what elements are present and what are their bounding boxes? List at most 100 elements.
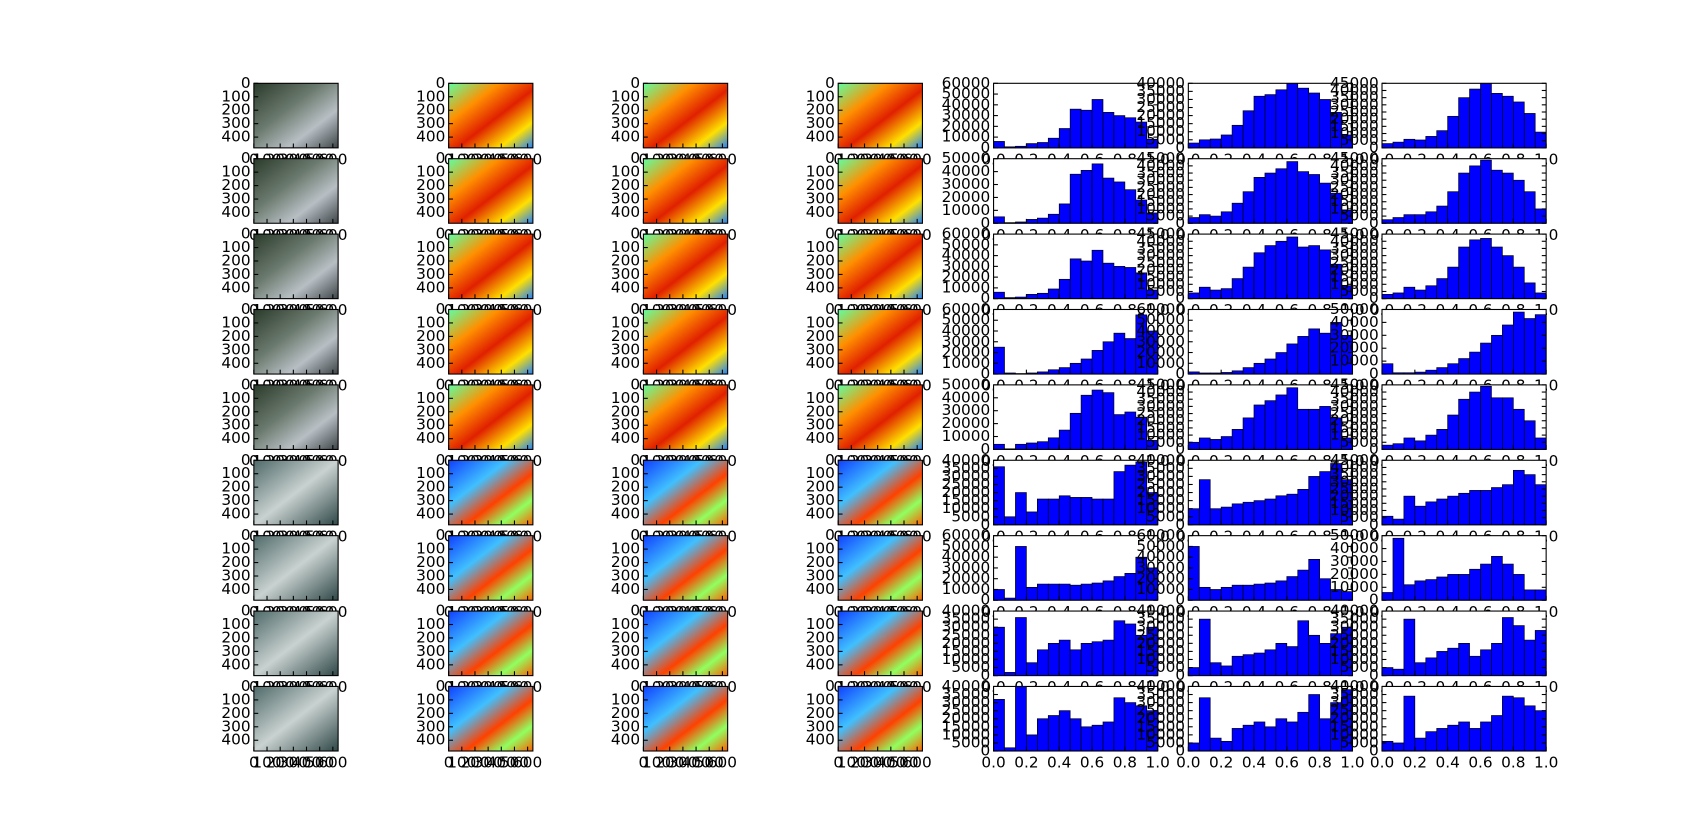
hist-bar	[1458, 246, 1470, 299]
hist-bar	[1491, 246, 1503, 299]
axes-frame	[642, 82, 729, 149]
y-tick-label: 60000	[1136, 300, 1185, 318]
hist-bar	[993, 291, 1005, 299]
x-tick-label: 100	[447, 754, 476, 772]
hist-bar	[1026, 734, 1038, 752]
y-tick-label: 30000	[1330, 693, 1379, 711]
hist-bar	[1113, 414, 1126, 450]
hist-bar	[1220, 665, 1233, 676]
y-tick-label: 0	[1175, 440, 1185, 458]
hist-bar	[1469, 165, 1481, 224]
y-tick-label: 50000	[942, 375, 991, 393]
hist-bar	[1069, 649, 1082, 676]
y-tick-label: 0	[241, 375, 251, 393]
hist-bar	[1037, 583, 1049, 601]
hist-bar	[1091, 350, 1104, 375]
y-tick-label: 40000	[1136, 322, 1185, 340]
y-tick-label: 50000	[1330, 300, 1379, 318]
hist-bar	[1004, 516, 1016, 526]
y-tick-label: 5000	[1340, 658, 1379, 676]
y-tick-label: 25000	[1330, 404, 1379, 422]
hist-bar	[1447, 724, 1459, 752]
hist-bar	[1242, 654, 1255, 676]
axes-frame	[642, 459, 729, 526]
y-tick-label: 20000	[942, 188, 991, 206]
hist-bar	[1209, 289, 1222, 299]
hist-bar	[1253, 252, 1266, 299]
y-tick-label: 300	[806, 567, 835, 585]
hist-bar	[1102, 262, 1115, 299]
y-tick-label: 100	[806, 313, 835, 331]
y-tick-label: 40000	[1136, 677, 1185, 695]
hist-bar	[1512, 179, 1525, 224]
hist-bar	[1264, 649, 1277, 676]
image	[838, 384, 923, 450]
x-tick-label: 500	[695, 754, 724, 772]
y-tick-label: 0	[630, 375, 640, 393]
hist-bar	[1231, 503, 1244, 526]
hist-bar	[1047, 213, 1060, 224]
hist-bar	[1091, 582, 1104, 601]
y-tick-label: 35000	[1136, 239, 1185, 257]
hist-bar	[1069, 258, 1082, 299]
y-tick-label: 0	[1369, 666, 1379, 684]
hist-bar	[1264, 358, 1277, 375]
hist-bar	[1534, 292, 1547, 299]
y-tick-label: 10000	[1330, 426, 1379, 444]
hist-bar	[1381, 592, 1394, 601]
hist-bar	[1512, 311, 1525, 375]
hist-bar	[1026, 662, 1038, 676]
image	[838, 535, 923, 601]
y-tick-label: 400	[221, 731, 250, 749]
y-tick-label: 30000	[942, 401, 991, 419]
y-tick-label: 0	[630, 451, 640, 469]
hist-bar	[1026, 294, 1038, 299]
axes-frame	[993, 535, 1159, 601]
hist-bar	[1381, 143, 1394, 149]
axes-frame	[253, 308, 339, 375]
hist-bar	[1253, 177, 1266, 224]
y-tick-label: 400	[806, 278, 835, 296]
y-tick-label: 200	[416, 628, 445, 646]
y-tick-label: 300	[221, 416, 250, 434]
hist-bar	[1124, 702, 1137, 752]
y-tick-label: 10000	[1330, 725, 1379, 743]
hist-bar	[1403, 584, 1416, 601]
hist-bar	[1523, 705, 1536, 752]
y-tick-label: 0	[436, 602, 446, 620]
hist-bar	[1425, 211, 1438, 224]
hist-bar	[1458, 643, 1470, 676]
y-tick-label: 30000	[1136, 332, 1185, 350]
axes-frame	[1381, 459, 1547, 526]
hist-bar	[1403, 695, 1416, 752]
y-tick-label: 400	[221, 354, 250, 372]
y-tick-label: 0	[436, 375, 446, 393]
y-tick-label: 0	[1175, 666, 1185, 684]
y-tick-label: 400	[806, 655, 835, 673]
y-tick-label: 40000	[942, 602, 991, 620]
image	[253, 460, 339, 525]
hist-bar	[1264, 94, 1277, 149]
hist-bar	[1286, 343, 1299, 375]
y-tick-label: 30000	[1330, 397, 1379, 415]
x-tick-label: 400	[876, 754, 905, 772]
y-tick-label: 5000	[951, 733, 990, 751]
y-tick-label: 400	[806, 505, 835, 523]
y-tick-label: 50000	[942, 537, 991, 555]
y-tick-label: 50000	[942, 149, 991, 167]
hist-bar	[1491, 93, 1503, 149]
axes-frame	[1187, 384, 1354, 450]
y-tick-label: 100	[416, 464, 445, 482]
x-tick-label: 0	[249, 754, 259, 772]
y-tick-label: 0	[981, 515, 991, 533]
hist-bar	[1512, 574, 1525, 601]
y-tick-label: 400	[611, 429, 640, 447]
x-tick-label: 300	[668, 754, 697, 772]
y-tick-label: 0	[1369, 742, 1379, 760]
y-tick-label: 40000	[1330, 677, 1379, 695]
y-tick-label: 60000	[942, 74, 991, 92]
image	[253, 384, 339, 450]
y-tick-label: 300	[416, 642, 445, 660]
hist-bar	[1469, 351, 1481, 375]
